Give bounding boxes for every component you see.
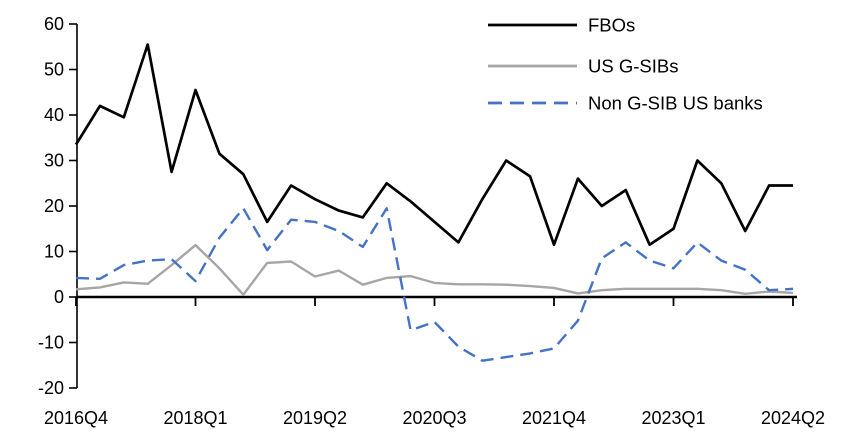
series-line-us-g-sibs — [75, 243, 794, 296]
y-axis-tick-label: -10 — [38, 333, 64, 353]
y-axis-tick-label: -20 — [38, 378, 64, 398]
y-axis-tick-label: 0 — [54, 287, 64, 307]
x-axis-tick-label: 2023Q1 — [641, 408, 705, 428]
legend-label-fbos: FBOs — [588, 15, 635, 36]
legend-label-non-g-sib-us-banks: Non G-SIB US banks — [588, 93, 763, 114]
x-axis-tick-label: 2020Q3 — [402, 408, 466, 428]
y-axis-tick-label: 40 — [44, 105, 64, 125]
x-axis-tick-label: 2018Q1 — [163, 408, 227, 428]
series-line-fbos — [74, 43, 793, 247]
y-axis-tick-label: 20 — [44, 196, 64, 216]
x-axis-tick-label: 2021Q4 — [522, 408, 586, 428]
x-axis-tick-label: 2016Q4 — [44, 408, 108, 428]
x-axis-tick-label: 2019Q2 — [283, 408, 347, 428]
y-axis-tick-label: 60 — [44, 14, 64, 34]
y-axis-tick-label: 10 — [44, 242, 64, 262]
y-axis-tick-label: 30 — [44, 151, 64, 171]
x-axis-tick-label: 2024Q2 — [761, 408, 825, 428]
legend-label-us-g-sibs: US G-SIBs — [588, 56, 678, 77]
series-line-non-g-sib-us-banks — [75, 207, 794, 362]
y-axis-tick-label: 50 — [44, 60, 64, 80]
